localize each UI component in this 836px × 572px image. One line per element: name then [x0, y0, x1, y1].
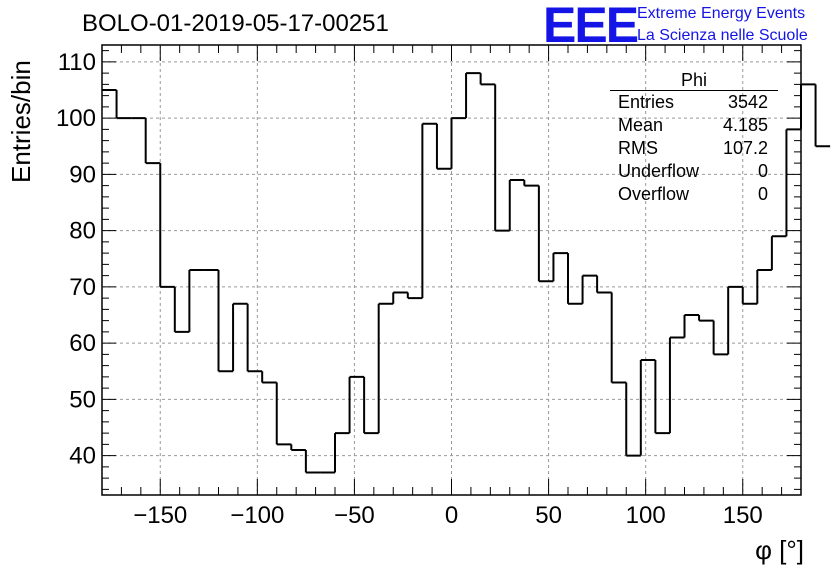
stats-row-underflow: Underflow 0: [610, 160, 778, 183]
x-tick-label: −100: [230, 502, 284, 529]
stats-row-mean: Mean 4.185: [610, 114, 778, 137]
stats-label: Entries: [618, 92, 675, 112]
stats-value: 3542: [727, 92, 768, 112]
logo-line-2: La Scienza nelle Scuole: [637, 27, 808, 44]
y-tick-label: 50: [69, 386, 96, 413]
x-tick-label: −150: [133, 502, 187, 529]
stats-label: Overflow: [618, 184, 690, 204]
y-tick-label: 110: [58, 49, 96, 76]
stats-value: 0: [757, 184, 768, 204]
x-tick-label: 50: [535, 502, 562, 529]
x-tick-label: 100: [626, 502, 666, 529]
logo-line-1: Extreme Energy Events: [637, 5, 806, 22]
y-tick-label: 100: [56, 105, 96, 132]
x-tick-label: −50: [334, 502, 375, 529]
x-tick-label: 150: [723, 502, 763, 529]
stats-row-rms: RMS 107.2: [610, 137, 778, 160]
stats-label: Underflow: [618, 161, 700, 181]
eee-logo: EEE: [543, 0, 639, 53]
plot-title: BOLO-01-2019-05-17-00251: [82, 10, 389, 37]
stats-row-overflow: Overflow 0: [610, 183, 778, 206]
x-axis-label: φ [°]: [755, 535, 804, 565]
stats-value: 107.2: [722, 138, 768, 158]
stats-title: Phi: [610, 70, 778, 91]
x-tick-label: 0: [445, 502, 458, 529]
stats-value: 0: [757, 161, 768, 181]
y-tick-label: 80: [69, 218, 96, 245]
y-tick-label: 40: [69, 443, 96, 470]
stats-label: Mean: [618, 115, 664, 135]
tick-labels: −150 −100 −50 0 50 100 150 40 50 60 70 80 90 100 110: [56, 49, 763, 529]
stats-row-entries: Entries 3542: [610, 91, 778, 114]
histogram-series: [102, 72, 831, 474]
y-tick-label: 90: [69, 161, 96, 188]
y-tick-label: 60: [69, 330, 96, 357]
stats-label: RMS: [618, 138, 658, 158]
axis-ticks: [101, 45, 802, 495]
y-axis-label: Entries/bin: [6, 60, 36, 183]
stats-value: 4.185: [722, 115, 768, 135]
stats-box: Phi Entries 3542 Mean 4.185 RMS 107.2 Un…: [610, 70, 778, 206]
y-tick-label: 70: [69, 274, 96, 301]
